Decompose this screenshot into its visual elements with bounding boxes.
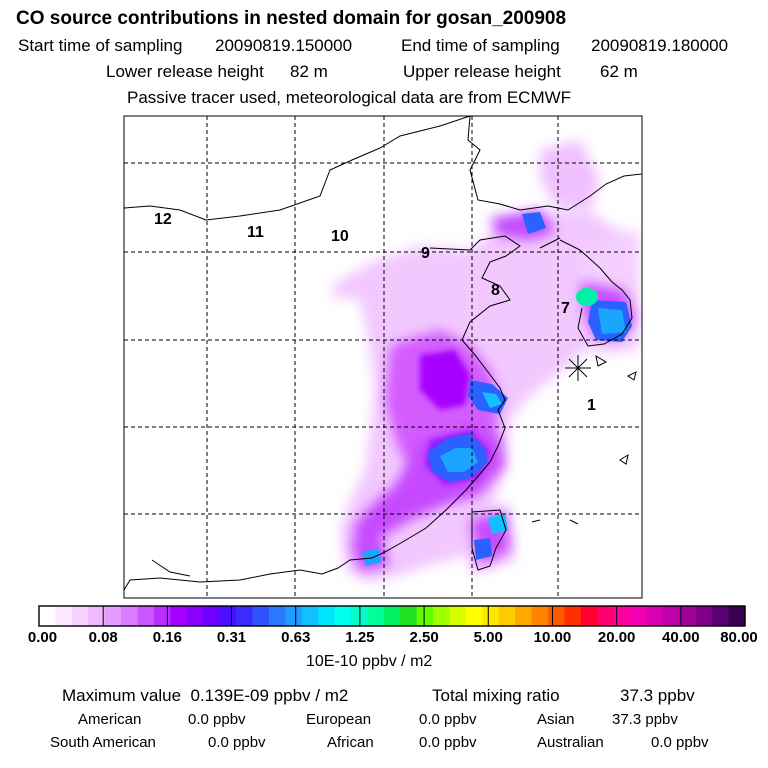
source-value-asian: 37.3 ppbv (612, 711, 678, 728)
colorbar-swatch (498, 606, 516, 626)
source-name-american: American (78, 711, 142, 728)
colorbar-tick-label: 2.50 (409, 629, 439, 646)
colorbar-swatch (695, 606, 713, 626)
source-name-australian: Australian (537, 734, 604, 751)
plume-hotspots (362, 212, 632, 566)
colorbar-swatch (646, 606, 664, 626)
colorbar-tick-label: 0.08 (88, 629, 118, 646)
upper-height-label: Upper release height (403, 62, 561, 81)
colorbar-swatch (547, 606, 565, 626)
source-name-european: European (306, 711, 372, 728)
end-time-value: 20090819.180000 (591, 36, 729, 55)
lower-height-value: 82 m (290, 62, 328, 81)
colorbar-swatch (712, 606, 730, 626)
colorbar-frame (38, 605, 746, 627)
colorbar-swatch (121, 606, 139, 626)
colorbar-swatch (630, 606, 648, 626)
source-name-asian: Asian (537, 711, 575, 728)
source-value-south-american: 0.0 ppbv (208, 734, 266, 751)
tracer-note: Passive tracer used, meteorological data… (127, 88, 572, 107)
colorbar-tick-label: 40.00 (662, 629, 700, 646)
colorbar-swatch (580, 606, 598, 626)
start-time-value: 20090819.150000 (215, 36, 353, 55)
colorbar-swatch (515, 606, 533, 626)
colorbar-swatch (383, 606, 401, 626)
colorbar-swatch (334, 606, 352, 626)
colorbar-swatch (203, 606, 221, 626)
colorbar-swatch (318, 606, 336, 626)
region-label-9: 9 (421, 245, 430, 262)
map-frame (123, 115, 643, 599)
start-time-label: Start time of sampling (18, 36, 183, 55)
total-mixing-value: 37.3 ppbv (620, 686, 695, 705)
colorbar-swatch (449, 606, 467, 626)
colorbar-swatch (482, 606, 500, 626)
max-value-line: Maximum value 0.139E-09 ppbv / m2 (62, 686, 348, 706)
coastline (124, 116, 642, 591)
colorbar-swatch (564, 606, 582, 626)
colorbar-tick-label: 0.63 (281, 629, 311, 646)
colorbar-tick-label: 0.16 (152, 629, 182, 646)
colorbar-tick-label: 0.00 (27, 629, 58, 646)
colorbar-swatch (153, 606, 171, 626)
page-title: CO source contributions in nested domain… (16, 8, 567, 29)
colorbar-swatch (71, 606, 89, 626)
total-mixing-label: Total mixing ratio (432, 686, 560, 705)
colorbar-tick-label: 80.00 (720, 629, 758, 646)
colorbar-swatch (597, 606, 615, 626)
source-value-african: 0.0 ppbv (419, 734, 477, 751)
colorbar-swatch (39, 606, 57, 626)
colorbar-tick-label: 10.00 (533, 629, 572, 646)
region-label-11: 11 (247, 224, 264, 241)
colorbar-swatch (285, 606, 303, 626)
source-value-american: 0.0 ppbv (188, 711, 246, 728)
colorbar-swatch (662, 606, 680, 626)
colorbar-swatch (465, 606, 483, 626)
region-label-12: 12 (154, 211, 172, 228)
colorbar-swatch (104, 606, 122, 626)
colorbar-swatch (531, 606, 549, 626)
colorbar-swatch (55, 606, 73, 626)
colorbar-swatch (367, 606, 385, 626)
colorbar-swatch (613, 606, 631, 626)
receptor-star-icon (565, 355, 591, 381)
colorbar-swatch (679, 606, 697, 626)
colorbar-swatch (236, 606, 254, 626)
region-label-1: 1 (587, 397, 596, 414)
region-label-10: 10 (331, 228, 349, 245)
colorbar-swatch (137, 606, 155, 626)
colorbar-swatch (219, 606, 237, 626)
colorbar-tick-label: 5.00 (473, 629, 503, 646)
upper-height-value: 62 m (600, 62, 638, 81)
region-label-7: 7 (561, 300, 570, 317)
colorbar-swatch (170, 606, 188, 626)
region-label-8: 8 (491, 282, 500, 299)
max-value: 0.139E-09 ppbv / m2 (190, 686, 349, 705)
colorbar (38, 605, 746, 627)
colorbar-swatch (728, 606, 746, 626)
colorbar-swatch (400, 606, 418, 626)
colorbar-swatch (268, 606, 286, 626)
colorbar-swatch (433, 606, 451, 626)
lat-lon-grid (124, 116, 642, 598)
end-time-label: End time of sampling (401, 36, 560, 55)
source-name-african: African (327, 734, 374, 751)
colorbar-tick-label: 1.25 (345, 629, 375, 646)
colorbar-swatch (301, 606, 319, 626)
lower-height-label: Lower release height (106, 62, 264, 81)
source-name-south-american: South American (50, 734, 156, 751)
colorbar-unit: 10E-10 ppbv / m2 (306, 653, 433, 670)
colorbar-swatch (252, 606, 270, 626)
colorbar-swatch (88, 606, 106, 626)
colorbar-swatch (186, 606, 204, 626)
source-value-european: 0.0 ppbv (419, 711, 477, 728)
colorbar-tick-label: 0.31 (216, 629, 247, 646)
max-value-label: Maximum value (62, 686, 182, 705)
colorbar-swatch (416, 606, 434, 626)
colorbar-tick-label: 20.00 (597, 629, 636, 646)
source-value-australian: 0.0 ppbv (651, 734, 709, 751)
